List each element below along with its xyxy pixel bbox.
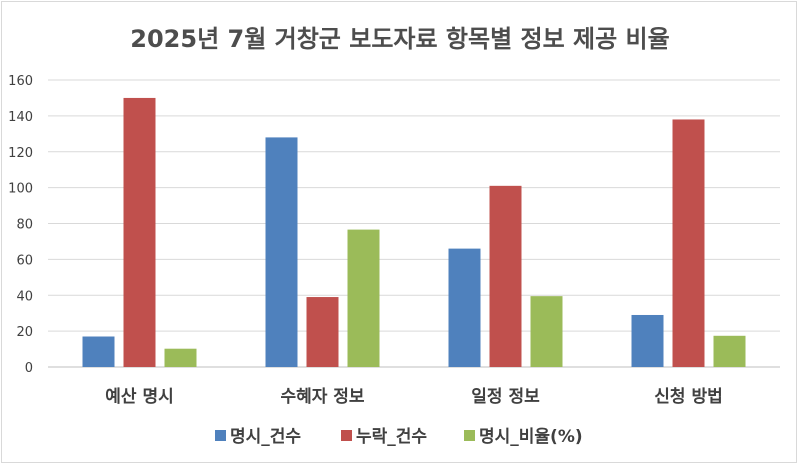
x-category-label: 일정 정보 [471,387,540,407]
bar [347,229,380,367]
y-tick-label: 40 [16,289,33,304]
bar [448,248,481,367]
bar [82,336,115,367]
y-tick-label: 100 [8,182,33,197]
y-tick-label: 140 [8,110,33,125]
legend-label: 명시_비율(%) [479,427,583,447]
y-tick-label: 60 [16,253,33,268]
y-tick-label: 160 [8,74,33,89]
bar [306,297,339,367]
legend-label: 누락_건수 [356,427,427,447]
chart-title: 2025년 7월 거창군 보도자료 항목별 정보 제공 비율 [130,25,669,53]
x-category-label: 신청 방법 [654,386,722,407]
bar [672,119,705,368]
bar [631,314,664,367]
x-category-label: 예산 명시 [105,387,173,407]
y-tick-label: 0 [25,361,33,376]
y-axis-ticks: 0 20 40 60 80 100 120 140 160 [8,74,33,376]
y-tick-label: 120 [8,146,33,161]
bar [530,296,563,367]
bar [489,185,522,367]
y-tick-label: 80 [16,218,33,233]
legend-swatch [464,430,475,441]
bar [123,97,156,367]
legend-label: 명시_건수 [230,427,301,447]
bar [713,335,746,367]
legend-swatch [341,430,352,441]
x-axis-categories: 예산 명시 수혜자 정보 일정 정보 신청 방법 [105,386,722,407]
y-tick-label: 20 [16,325,33,340]
bar [164,348,197,367]
legend-swatch [215,430,226,441]
x-category-label: 수혜자 정보 [280,387,364,407]
gridlines [48,79,780,368]
legend: 명시_건수 누락_건수 명시_비율(%) [215,427,583,447]
bar [265,137,298,367]
bars [82,97,746,368]
